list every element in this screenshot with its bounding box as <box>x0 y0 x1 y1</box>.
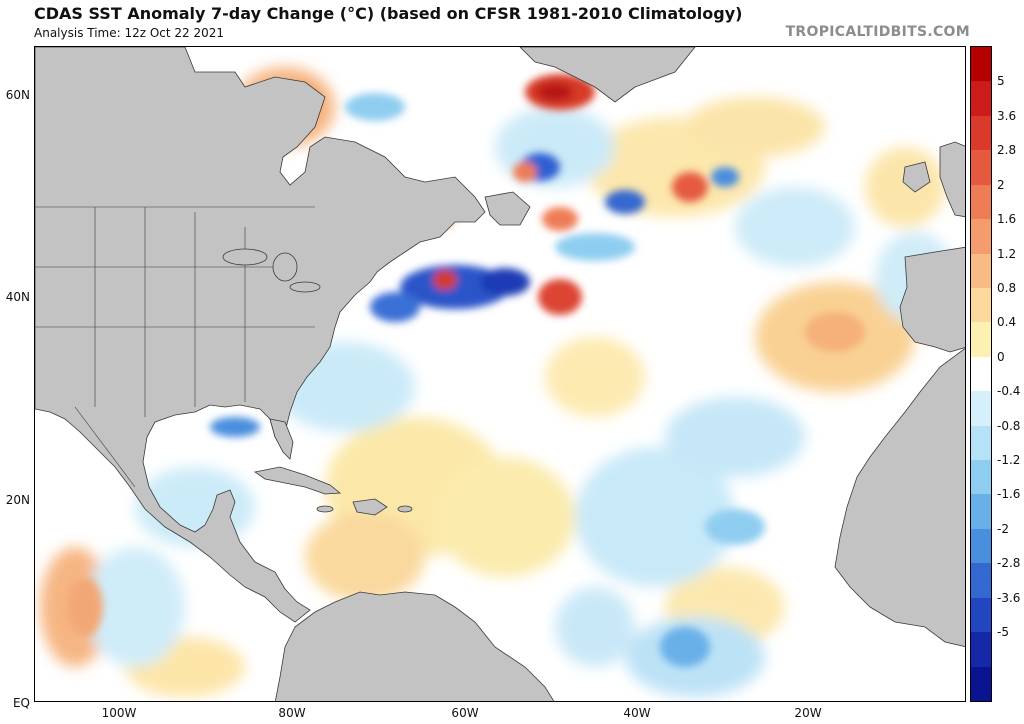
colorbar-tick-label: 0.4 <box>997 315 1017 330</box>
colorbar-segment <box>971 425 991 461</box>
cuba <box>254 466 342 495</box>
newfoundland <box>484 191 531 226</box>
colorbar-segment <box>971 287 991 323</box>
colorbar-segment <box>971 528 991 564</box>
colorbar-segment <box>971 597 991 633</box>
colorbar-segment <box>971 253 991 289</box>
lat-label-40n: 40N <box>5 290 30 304</box>
colorbar-tick-label: 1.6 <box>997 212 1017 227</box>
colorbar-segment <box>971 460 991 495</box>
florida <box>269 418 294 460</box>
colorbar-segment <box>971 632 991 668</box>
lat-label-eq: EQ <box>12 696 30 710</box>
colorbar-segment <box>971 356 991 392</box>
colorbar <box>970 46 992 702</box>
colorbar-tick-label: -5 <box>997 625 1009 640</box>
colorbar-segment <box>971 184 991 220</box>
hispaniola <box>352 498 388 516</box>
lat-label-60n: 60N <box>5 88 30 102</box>
colorbar-tick-label: 2 <box>997 177 1005 192</box>
colorbar-tick-label: -2 <box>997 521 1009 536</box>
lat-label-20n: 20N <box>5 493 30 507</box>
sst-anomaly-map <box>34 46 966 702</box>
land <box>35 47 965 701</box>
brand-watermark: TROPICALTIDBITS.COM <box>785 24 970 40</box>
colorbar-tick-label: -1.6 <box>997 487 1021 502</box>
south-america <box>274 591 555 701</box>
colorbar-segment <box>971 47 991 82</box>
colorbar-segment <box>971 219 991 254</box>
colorbar-tick-label: 3.6 <box>997 108 1017 123</box>
colorbar-tick-label: -1.2 <box>997 453 1021 468</box>
colorbar-segment <box>971 666 991 702</box>
chart-title: CDAS SST Anomaly 7-day Change (°C) (base… <box>34 4 743 23</box>
colorbar-tick-label: -0.8 <box>997 418 1021 433</box>
colorbar-segment <box>971 81 991 117</box>
analysis-time: Analysis Time: 12z Oct 22 2021 <box>34 26 225 40</box>
ireland <box>902 161 931 193</box>
lon-label-20w: 20W <box>794 706 822 720</box>
lon-label-100w: 100W <box>101 706 137 720</box>
colorbar-segment <box>971 563 991 599</box>
colorbar-segment <box>971 322 991 358</box>
lon-label-40w: 40W <box>623 706 651 720</box>
colorbar-tick-label: -3.6 <box>997 590 1021 605</box>
lon-label-60w: 60W <box>451 706 479 720</box>
colorbar-segment <box>971 150 991 186</box>
colorbar-tick-label: 5 <box>997 74 1005 89</box>
colorbar-tick-label: 1.2 <box>997 246 1017 261</box>
africa <box>834 347 965 647</box>
colorbar-segment <box>971 115 991 151</box>
colorbar-tick-label: 0.8 <box>997 280 1017 295</box>
colorbar-segment <box>971 494 991 530</box>
anomaly-field <box>40 67 955 697</box>
puerto-rico <box>397 505 413 513</box>
lon-label-80w: 80W <box>278 706 306 720</box>
great-britain <box>939 141 965 218</box>
colorbar-tick-label: 2.8 <box>997 143 1017 158</box>
colorbar-segment <box>971 391 991 427</box>
borders <box>35 206 315 488</box>
iberia <box>899 246 965 353</box>
colorbar-tick-label: 0 <box>997 349 1005 364</box>
jamaica <box>316 505 334 513</box>
colorbar-tick-label: -0.4 <box>997 384 1021 399</box>
greenland <box>519 47 696 103</box>
great-lakes <box>222 248 321 293</box>
colorbar-tick-label: -2.8 <box>997 556 1021 571</box>
